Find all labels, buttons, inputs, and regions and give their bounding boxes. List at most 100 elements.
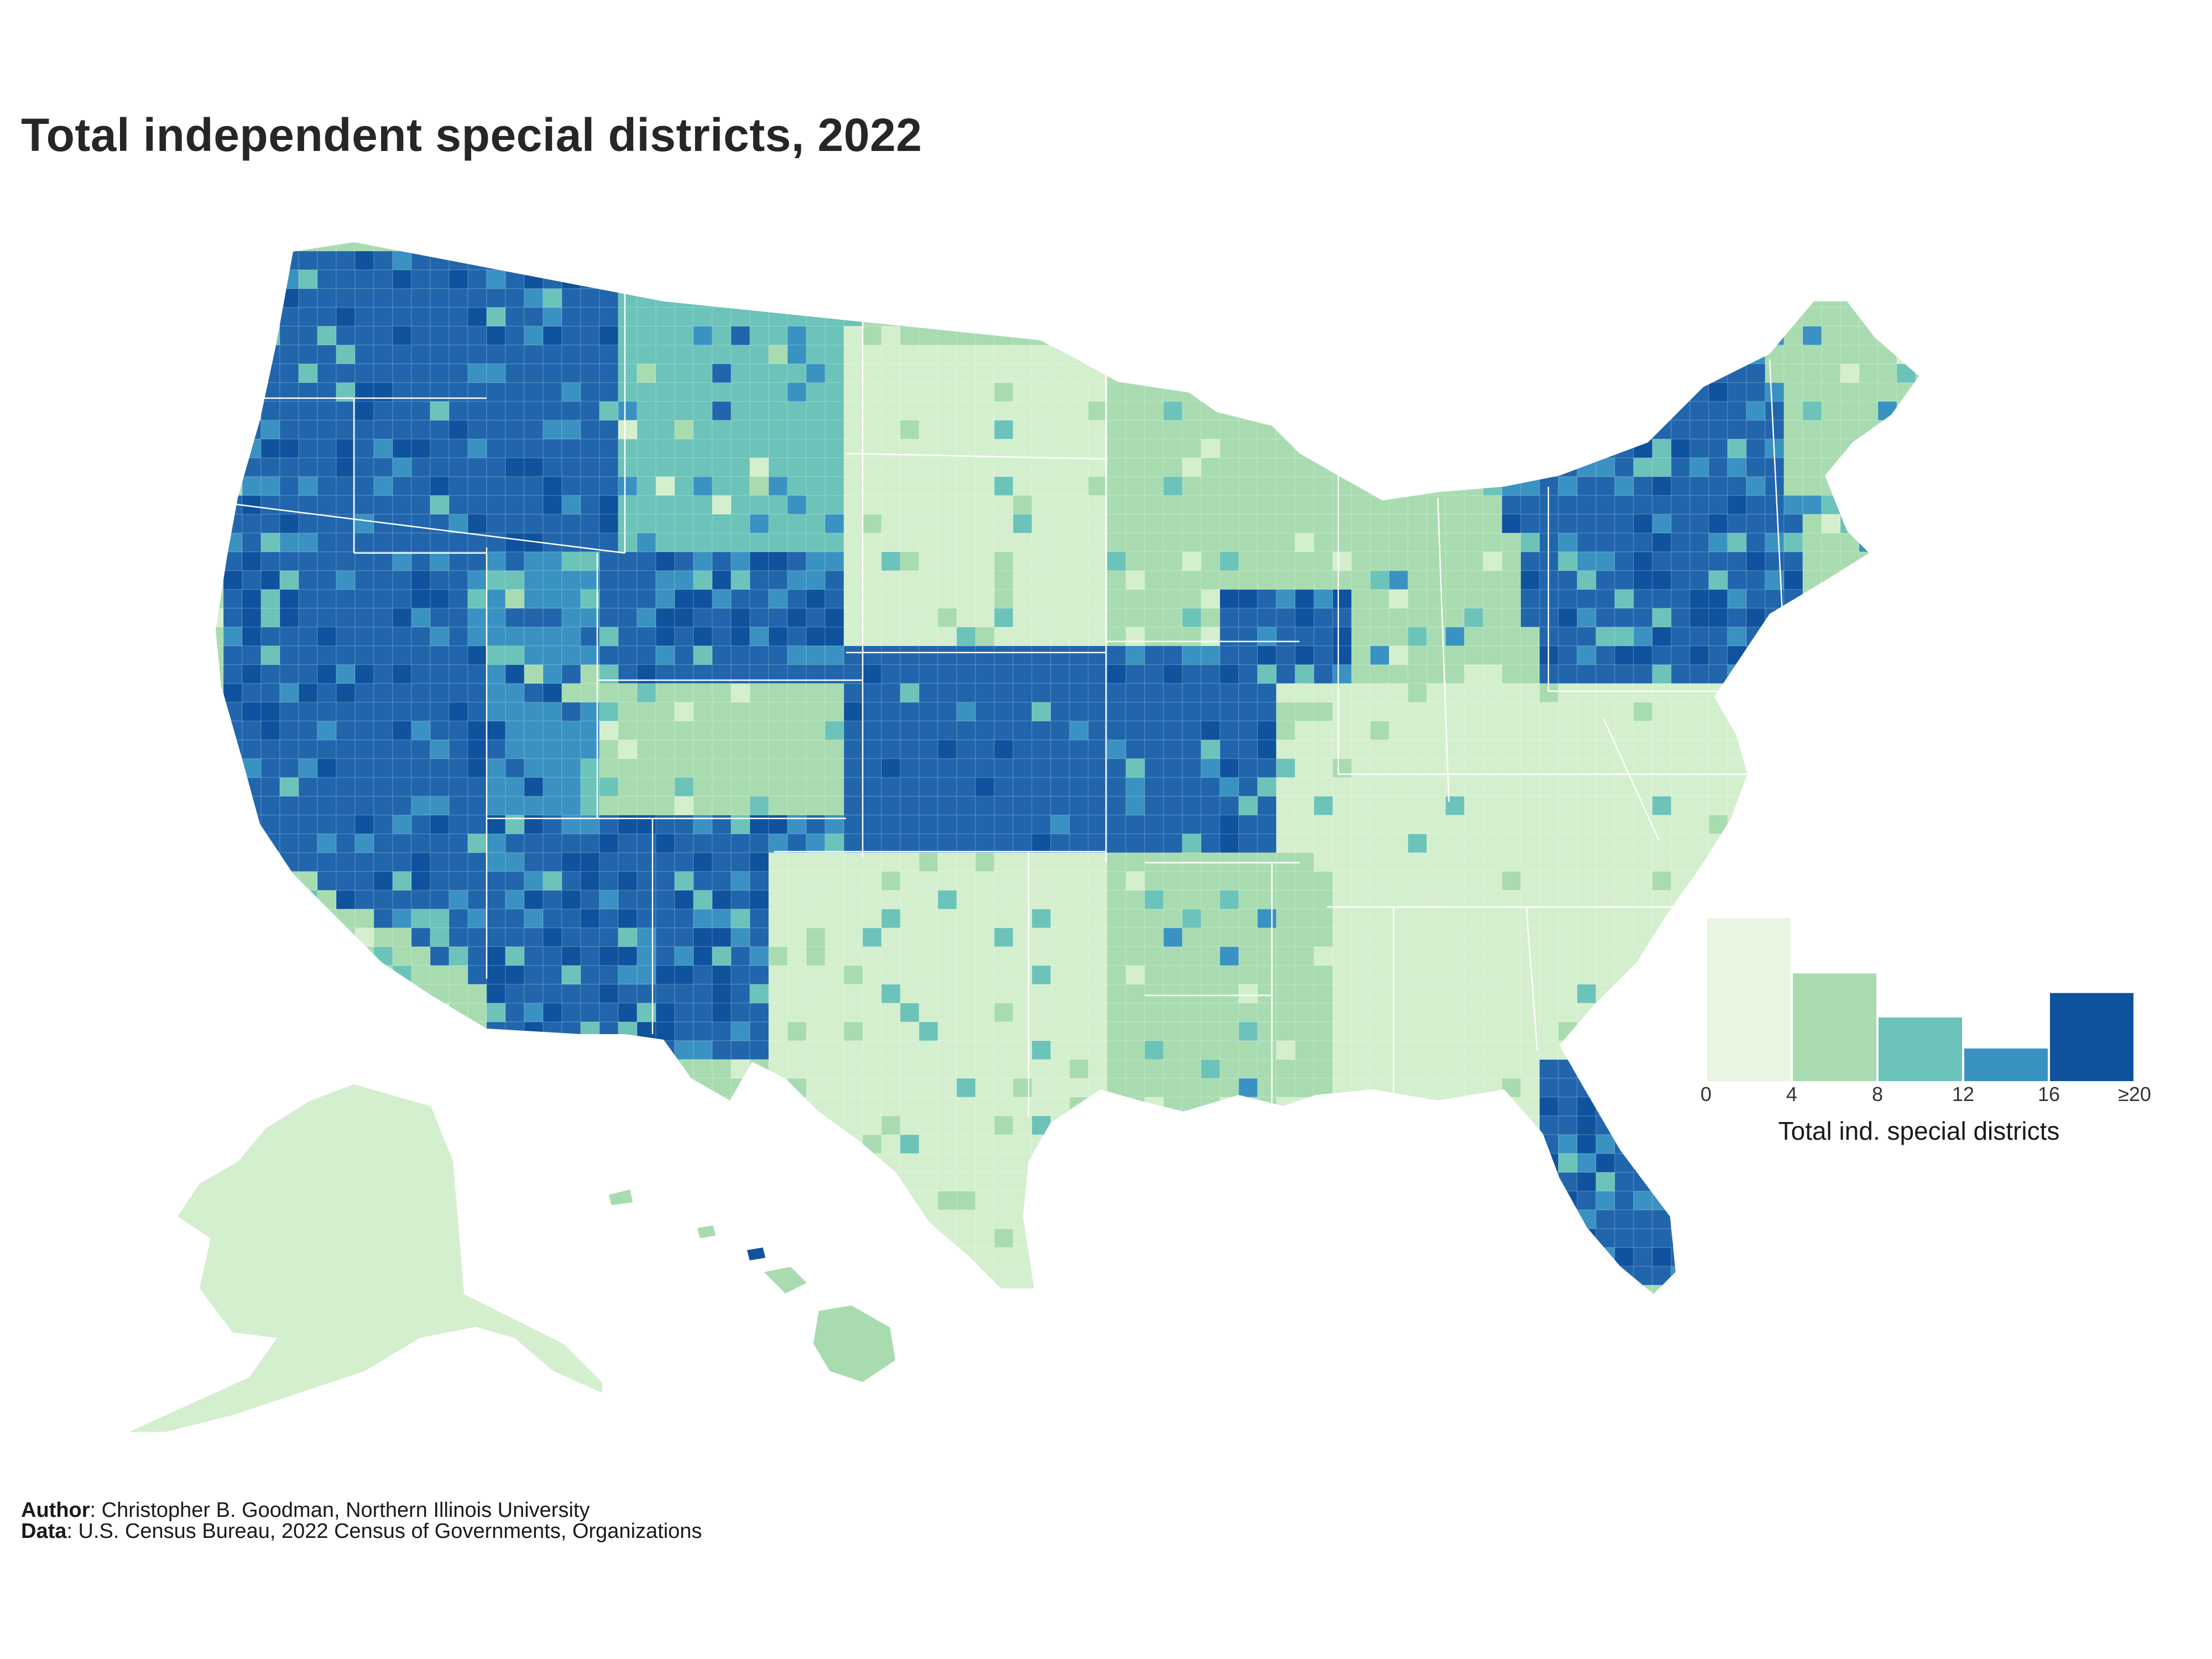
county-cell [975, 495, 995, 515]
county-cell [1520, 984, 1540, 1004]
county-cell [843, 589, 863, 609]
county-cell [1351, 777, 1371, 797]
county-cell [411, 1059, 431, 1079]
county-cell [411, 1003, 431, 1022]
county-cell [1144, 382, 1164, 402]
county-cell [693, 1021, 713, 1041]
county-cell [1783, 288, 1803, 308]
county-cell [336, 833, 356, 853]
county-cell [1746, 702, 1766, 722]
county-cell [674, 702, 694, 722]
county-cell [1125, 645, 1145, 665]
county-cell [223, 1097, 243, 1117]
county-cell [674, 627, 694, 646]
county-cell [1558, 269, 1578, 289]
county-cell [1276, 608, 1296, 628]
county-cell [448, 288, 468, 308]
county-cell [373, 589, 393, 609]
county-cell [1765, 251, 1785, 270]
county-cell [430, 683, 450, 703]
county-cell [336, 345, 356, 364]
county-cell [373, 833, 393, 853]
county-cell [260, 627, 280, 646]
county-cell [1689, 721, 1709, 740]
county-cell [1238, 796, 1258, 816]
county-cell [1915, 420, 1919, 440]
county-cell [1501, 1172, 1521, 1192]
county-cell [1088, 871, 1108, 891]
county-cell [561, 1097, 581, 1117]
county-cell [1295, 401, 1314, 421]
county-cell [448, 1021, 468, 1041]
county-cell [467, 1003, 487, 1022]
county-cell [542, 476, 562, 496]
county-cell [749, 1115, 769, 1135]
county-cell [1558, 965, 1578, 985]
county-cell [524, 645, 544, 665]
county-cell [1652, 1059, 1672, 1079]
county-cell [486, 739, 506, 759]
county-cell [1031, 777, 1051, 797]
county-cell [1426, 721, 1446, 740]
county-cell [392, 457, 412, 477]
county-cell [1313, 1172, 1333, 1192]
county-cell [1050, 758, 1070, 778]
county-cell [1201, 777, 1220, 797]
county-cell [1633, 627, 1653, 646]
county-cell [937, 627, 957, 646]
county-cell [787, 251, 807, 270]
county-cell [1652, 1097, 1672, 1117]
county-cell [1708, 326, 1728, 346]
county-cell [712, 363, 732, 383]
county-cell [561, 589, 581, 609]
county-cell [1783, 420, 1803, 440]
county-cell [1088, 1059, 1108, 1079]
county-cell [354, 927, 374, 947]
county-cell [1746, 796, 1766, 816]
county-cell [1671, 326, 1691, 346]
county-cell [223, 1040, 243, 1060]
county-cell [674, 1059, 694, 1079]
county-cell [373, 739, 393, 759]
county-cell [693, 984, 713, 1004]
county-cell [505, 984, 525, 1004]
county-cell [1765, 608, 1785, 628]
county-cell [712, 871, 732, 891]
county-cell [655, 852, 675, 872]
county-cell [919, 307, 938, 327]
county-cell [505, 833, 525, 853]
county-cell [373, 251, 393, 270]
county-cell [1727, 363, 1747, 383]
county-cell [542, 1209, 562, 1229]
county-cell [430, 758, 450, 778]
county-cell [561, 664, 581, 684]
county-cell [1144, 1172, 1164, 1192]
county-cell [618, 1021, 638, 1041]
county-cell [1426, 871, 1446, 891]
county-cell [1708, 457, 1728, 477]
county-cell [1746, 533, 1766, 552]
county-cell [1577, 345, 1597, 364]
county-cell [1238, 777, 1258, 797]
county-cell [467, 965, 487, 985]
county-cell [674, 269, 694, 289]
county-cell [336, 645, 356, 665]
county-cell [1107, 307, 1126, 327]
county-cell [1276, 833, 1296, 853]
county-cell [1915, 721, 1919, 740]
county-cell [956, 551, 976, 571]
county-cell [1464, 1172, 1484, 1192]
county-cell [1520, 326, 1540, 346]
county-cell [1351, 702, 1371, 722]
county-cell [1671, 927, 1691, 947]
county-cell [1765, 1191, 1785, 1211]
county-cell [1332, 1209, 1352, 1229]
county-cell [1746, 833, 1766, 853]
county-cell [430, 1003, 450, 1022]
county-cell [580, 1172, 600, 1192]
county-cell [411, 420, 431, 440]
county-cell [637, 551, 656, 571]
county-cell [1050, 1059, 1070, 1079]
county-cell [956, 984, 976, 1004]
county-cell [1595, 702, 1615, 722]
